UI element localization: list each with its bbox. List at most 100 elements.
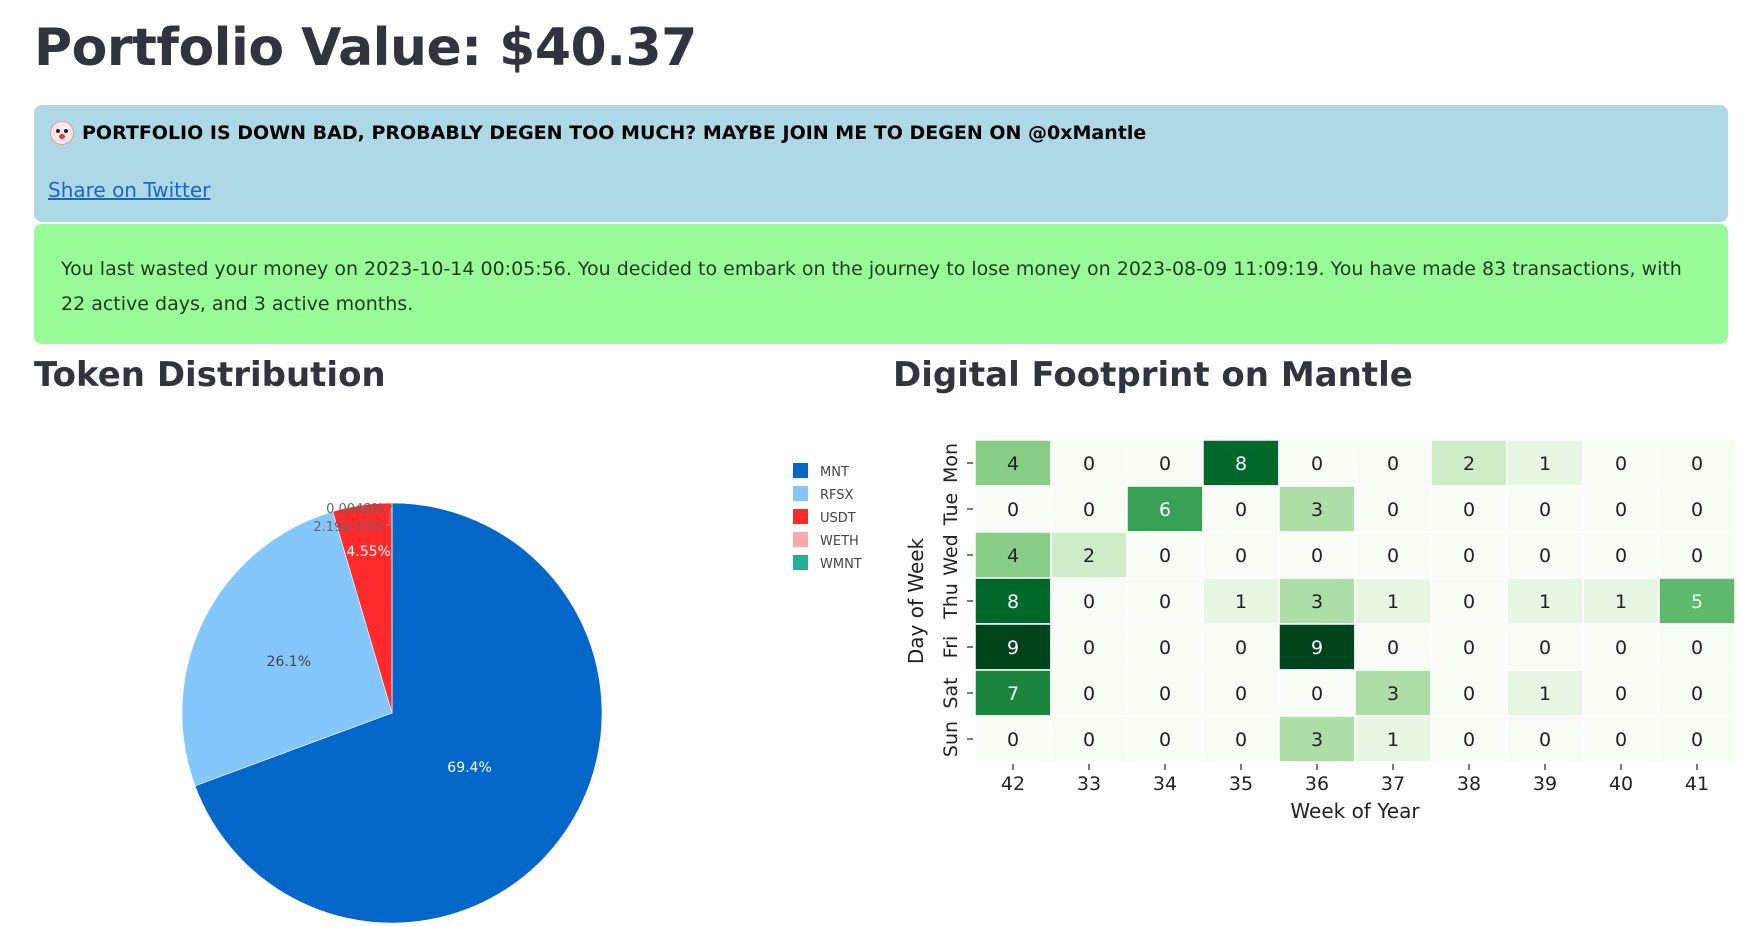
- heatmap-cell-value: 0: [1083, 453, 1095, 475]
- y-axis-label: Day of Week: [904, 537, 928, 664]
- legend-swatch-rfsx[interactable]: [793, 486, 808, 501]
- heatmap-cell-value: 0: [1083, 637, 1095, 659]
- heatmap-cell: [1126, 439, 1204, 487]
- x-tick-label: 40: [1609, 773, 1633, 795]
- heatmap-cell-value: 0: [1083, 499, 1095, 521]
- x-tick-label: 41: [1685, 773, 1709, 795]
- heatmap-cell-value: 1: [1387, 729, 1399, 751]
- heatmap-cell: [1582, 485, 1660, 533]
- legend-swatch-weth[interactable]: [793, 532, 808, 547]
- heatmap-cell: [1354, 669, 1432, 717]
- heatmap-cell-value: 0: [1235, 637, 1247, 659]
- heatmap-cell: [1582, 715, 1660, 763]
- info-message: PORTFOLIO IS DOWN BAD, PROBABLY DEGEN TO…: [82, 122, 1147, 144]
- heatmap-cell-value: 0: [1615, 683, 1627, 705]
- heatmap-cell-value: 4: [1007, 545, 1019, 567]
- heatmap-cell-value: 0: [1311, 545, 1323, 567]
- page-title: Portfolio Value: $40.37: [34, 18, 697, 78]
- pie-label-usdt: 4.55%: [346, 544, 390, 560]
- heatmap-cell: [1354, 623, 1432, 671]
- heatmap-cell-value: 0: [1615, 453, 1627, 475]
- heatmap-cell: [1278, 531, 1356, 579]
- success-banner: You last wasted your money on 2023-10-14…: [34, 224, 1728, 344]
- heatmap-cell-value: 0: [1007, 729, 1019, 751]
- heatmap-cell-value: 0: [1691, 453, 1703, 475]
- heatmap-cell-value: 0: [1539, 499, 1551, 521]
- x-tick-label: 39: [1533, 773, 1557, 795]
- heatmap-cell-value: 0: [1691, 545, 1703, 567]
- x-tick-label: 35: [1229, 773, 1253, 795]
- heatmap-cell-value: 1: [1539, 683, 1551, 705]
- info-message-row: PORTFOLIO IS DOWN BAD, PROBABLY DEGEN TO…: [50, 121, 1146, 145]
- heatmap-cell: [1658, 715, 1736, 763]
- heatmap-cell-value: 4: [1007, 453, 1019, 475]
- heatmap-cell-value: 7: [1007, 683, 1019, 705]
- heatmap-cell: [1430, 715, 1508, 763]
- pie-label-wmnt: 2.19e-15%: [313, 520, 384, 535]
- pie-slice-rfsx: [181, 511, 393, 787]
- heatmap-cell: [1126, 485, 1204, 533]
- x-tick-label: 33: [1077, 773, 1101, 795]
- heatmap-cell: [1050, 715, 1128, 763]
- legend-swatch-wmnt[interactable]: [793, 555, 808, 570]
- heatmap-cell-value: 0: [1159, 453, 1171, 475]
- heatmap-cell: [1126, 623, 1204, 671]
- legend-label-usdt[interactable]: USDT: [820, 511, 856, 526]
- heatmap-cell-value: 0: [1463, 545, 1475, 567]
- heatmap-cell: [1354, 531, 1432, 579]
- heatmap-cell: [974, 715, 1052, 763]
- heatmap-cell-value: 0: [1691, 499, 1703, 521]
- x-tick-label: 42: [1001, 773, 1025, 795]
- heatmap-cell: [1506, 669, 1584, 717]
- heatmap-cell-value: 9: [1007, 637, 1019, 659]
- legend-swatch-usdt[interactable]: [793, 509, 808, 524]
- y-tick-label-sat: Sat: [940, 677, 962, 708]
- x-axis-label: Week of Year: [1290, 799, 1420, 820]
- pie-slice-mnt: [194, 502, 603, 924]
- heatmap-cell-value: 0: [1235, 683, 1247, 705]
- heatmap-cell: [1354, 715, 1432, 763]
- heatmap-cell: [1050, 669, 1128, 717]
- heatmap-cell-value: 0: [1463, 729, 1475, 751]
- y-tick-label-sun: Sun: [940, 721, 962, 757]
- x-tick-label: 34: [1153, 773, 1177, 795]
- heatmap-cell: [1658, 623, 1736, 671]
- y-tick-label-mon: Mon: [940, 443, 962, 483]
- heatmap-cell-value: 0: [1387, 545, 1399, 567]
- pie-label-rfsx: 26.1%: [267, 654, 311, 670]
- heatmap-cell-value: 8: [1235, 453, 1247, 475]
- heatmap-cell: [1202, 623, 1280, 671]
- legend-swatch-mnt[interactable]: [793, 463, 808, 478]
- share-on-twitter-link[interactable]: Share on Twitter: [48, 178, 211, 202]
- heatmap-cell: [1506, 531, 1584, 579]
- heatmap-cell-value: 1: [1387, 591, 1399, 613]
- legend-label-mnt[interactable]: MNT: [820, 465, 849, 480]
- heatmap-cell: [1202, 577, 1280, 625]
- heatmap-cell: [1582, 669, 1660, 717]
- heatmap-cell: [1658, 439, 1736, 487]
- legend-label-wmnt[interactable]: WMNT: [820, 557, 862, 572]
- heatmap-cell-value: 0: [1159, 591, 1171, 613]
- heatmap-cell-value: 0: [1235, 499, 1247, 521]
- heatmap-cell-value: 0: [1387, 637, 1399, 659]
- digital-footprint-title: Digital Footprint on Mantle: [893, 355, 1413, 395]
- heatmap-cell-value: 9: [1311, 637, 1323, 659]
- heatmap-cell-value: 0: [1311, 453, 1323, 475]
- heatmap-cell-value: 6: [1159, 499, 1171, 521]
- pie-label-mnt: 69.4%: [447, 760, 491, 776]
- token-distribution-title: Token Distribution: [34, 355, 386, 395]
- heatmap-cell: [1278, 715, 1356, 763]
- heatmap-cell-value: 0: [1311, 683, 1323, 705]
- heatmap-cell-value: 0: [1691, 683, 1703, 705]
- heatmap-cell: [1506, 485, 1584, 533]
- heatmap-cell-value: 1: [1235, 591, 1247, 613]
- heatmap-cell: [1126, 669, 1204, 717]
- heatmap-cell-value: 0: [1691, 637, 1703, 659]
- heatmap-cell-value: 0: [1615, 637, 1627, 659]
- legend-label-weth[interactable]: WETH: [820, 534, 859, 549]
- heatmap-cell-value: 1: [1539, 453, 1551, 475]
- heatmap-cell-value: 5: [1691, 591, 1703, 613]
- heatmap-cell-value: 0: [1159, 637, 1171, 659]
- legend-label-rfsx[interactable]: RFSX: [820, 488, 854, 503]
- heatmap-cell: [1582, 439, 1660, 487]
